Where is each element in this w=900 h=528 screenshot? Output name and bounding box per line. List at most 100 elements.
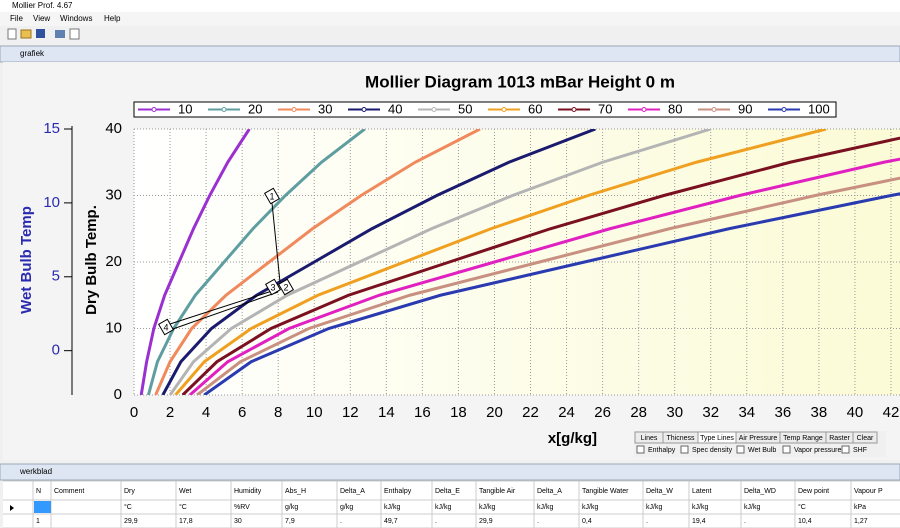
x-tick-label: 2: [166, 404, 174, 421]
checkbox[interactable]: [782, 445, 791, 454]
y-tick-label: 20: [105, 253, 122, 270]
unit-cell: kJ/kg: [384, 504, 400, 511]
save-icon[interactable]: [36, 29, 45, 38]
table-cell[interactable]: 10,4: [798, 518, 812, 525]
checkbox-label: SHF: [853, 447, 867, 454]
column-header: Delta_A: [537, 488, 562, 495]
tab-label: Clear: [857, 435, 874, 442]
annotation-box: [157, 318, 175, 336]
x-tick-label: 38: [811, 404, 828, 421]
table-cell[interactable]: .: [646, 518, 648, 525]
worksheet-title: werkblad: [19, 467, 52, 476]
x-tick-label: 10: [306, 404, 323, 421]
menu-item[interactable]: Windows: [60, 14, 92, 23]
table-cell[interactable]: 29,9: [479, 518, 493, 525]
x-tick-label: 42: [883, 404, 900, 421]
y2-tick-label: 5: [52, 268, 60, 285]
y2-tick-label: 15: [43, 120, 60, 137]
table-cell[interactable]: 19,4: [692, 518, 706, 525]
x-tick-label: 32: [702, 404, 719, 421]
x-tick-label: 40: [847, 404, 864, 421]
unit-cell: °C: [798, 503, 806, 511]
x-tick-label: 36: [775, 404, 792, 421]
table-cell[interactable]: .: [744, 518, 746, 525]
humidity-curve: [146, 129, 366, 395]
checkbox[interactable]: [736, 445, 745, 454]
column-header: Tangible Water: [582, 488, 629, 495]
menu-item[interactable]: Help: [104, 14, 121, 23]
table-cell[interactable]: .: [435, 518, 437, 525]
y-tick-label: 30: [105, 186, 122, 203]
annotation-box: [264, 278, 282, 296]
column-header: Delta_W: [646, 488, 673, 495]
x-tick-label: 20: [486, 404, 503, 421]
open-icon[interactable]: [20, 29, 32, 39]
toolbar-icons: [7, 28, 80, 40]
checkbox[interactable]: [636, 445, 645, 454]
column-header: Enthalpy: [384, 488, 412, 495]
y2-tick-label: 0: [52, 342, 60, 359]
checkbox[interactable]: [841, 445, 850, 454]
x-tick-label: 18: [450, 404, 467, 421]
preview-icon[interactable]: [69, 28, 80, 40]
unit-cell: °C: [179, 503, 187, 511]
y-tick-label: 10: [105, 319, 122, 336]
x-tick-label: 30: [666, 404, 683, 421]
annotation-box: [263, 187, 281, 205]
legend-marker: [151, 107, 157, 112]
table-cell[interactable]: 17,8: [179, 518, 193, 525]
checkbox-label: Wet Bulb: [748, 447, 776, 454]
humidity-curve: [168, 129, 712, 395]
unit-cell: kJ/kg: [479, 504, 495, 511]
legend-marker: [641, 107, 647, 112]
humidity-curve: [188, 157, 900, 395]
table-cell[interactable]: 0,4: [582, 518, 592, 525]
print-icon[interactable]: [55, 30, 65, 38]
worksheet-table: [3, 481, 900, 528]
legend-label: 90: [738, 101, 752, 116]
menu-item[interactable]: View: [33, 14, 50, 23]
legend-marker: [361, 107, 367, 112]
y2-axis-label: Wet Bulb Temp: [18, 206, 35, 314]
legend-marker: [221, 107, 227, 112]
table-cell[interactable]: .: [537, 518, 539, 525]
table-cell[interactable]: 49,7: [384, 518, 398, 525]
x-tick-label: 8: [274, 404, 282, 421]
tab-label: Temp Range: [783, 435, 823, 442]
table-cell[interactable]: 29,9: [124, 518, 138, 525]
menu-bar: [0, 12, 900, 26]
checkbox[interactable]: [680, 445, 689, 454]
table-cell[interactable]: 30: [234, 518, 242, 525]
legend-marker: [571, 107, 577, 112]
tab-label: Lines: [641, 435, 658, 442]
table-cell[interactable]: 1: [36, 518, 40, 525]
table-cell[interactable]: 1,27: [854, 518, 868, 525]
new-icon[interactable]: [7, 28, 17, 40]
unit-cell: kJ/kg: [435, 504, 451, 511]
tab[interactable]: [852, 431, 878, 444]
toolbar: [0, 27, 900, 41]
x-axis-label: x[g/kg]: [548, 430, 597, 447]
unit-cell: kJ/kg: [646, 504, 662, 511]
table-cell[interactable]: 7,9: [285, 518, 295, 525]
legend-label: 80: [668, 101, 682, 116]
curves: [139, 129, 900, 395]
unit-cell: kJ/kg: [744, 504, 760, 511]
annotation-line: [169, 290, 273, 325]
chart-window-header: [0, 45, 900, 63]
y-tick-label: 40: [105, 120, 122, 137]
unit-cell: g/kg: [285, 504, 298, 511]
humidity-curve: [203, 192, 900, 395]
x-tick-label: 4: [202, 404, 210, 421]
chart-window-title: grafiek: [20, 49, 45, 58]
tab-label: Air Pressure: [739, 435, 778, 442]
window-title: Mollier Prof. 4.67: [12, 1, 73, 10]
menu-item[interactable]: File: [10, 14, 23, 23]
column-header: N: [36, 488, 41, 495]
unit-cell: kJ/kg: [692, 504, 708, 511]
legend: [133, 101, 837, 118]
x-tick-label: 16: [414, 404, 431, 421]
humidity-curve: [139, 129, 251, 395]
table-cell[interactable]: .: [340, 518, 342, 525]
